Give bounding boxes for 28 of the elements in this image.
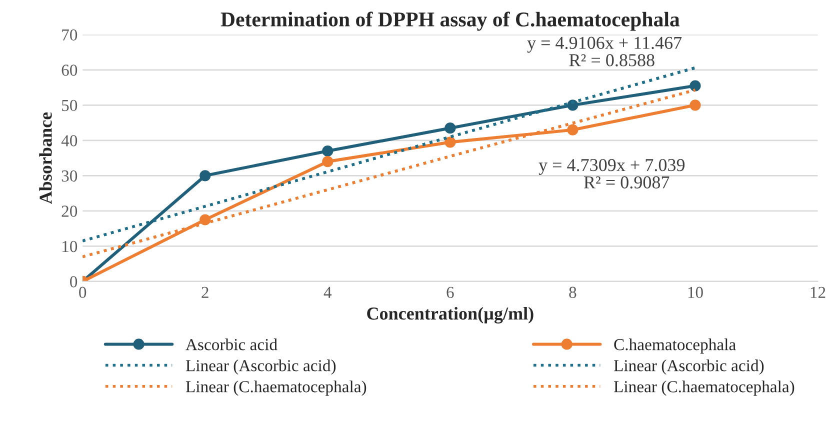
x-tick-label: 10 bbox=[688, 286, 703, 298]
y-tick-label: 40 bbox=[61, 135, 78, 146]
x-axis-title: Concentration(µg/ml) bbox=[367, 306, 534, 324]
legend-label: Linear (Ascorbic acid) bbox=[614, 360, 764, 375]
legend-label: Linear (C.haematocephala) bbox=[186, 380, 366, 396]
x-tick-label: 0 bbox=[79, 286, 86, 298]
y-tick-label: 70 bbox=[62, 29, 78, 41]
legend-label: Ascorbic acid bbox=[186, 338, 278, 350]
y-axis-title: Absorbance bbox=[39, 112, 52, 204]
x-tick-label: 4 bbox=[324, 286, 332, 298]
annotation: R² = 0.9087 bbox=[584, 176, 670, 189]
legend-label: Linear (C.haematocephala) bbox=[614, 380, 794, 396]
x-tick-label: 2 bbox=[202, 286, 208, 298]
x-tick-label: 8 bbox=[569, 286, 576, 298]
x-tick-label: 6 bbox=[446, 286, 454, 298]
y-tick-label: 0 bbox=[70, 276, 78, 288]
x-tick-label: 12 bbox=[810, 286, 826, 298]
legend-label: Linear (Ascorbic acid) bbox=[186, 360, 336, 375]
y-tick-label: 30 bbox=[62, 170, 78, 182]
annotation: y = 4.7309x + 7.039 bbox=[538, 158, 685, 175]
annotation: R² = 0.8588 bbox=[569, 54, 654, 66]
y-tick-label: 60 bbox=[62, 64, 78, 76]
annotation: y = 4.9106x + 11.467 bbox=[527, 36, 682, 53]
y-tick-label: 50 bbox=[62, 100, 78, 112]
y-tick-label: 10 bbox=[62, 240, 78, 252]
chart-title: Determination of DPPH assay of C.haematocephala bbox=[220, 12, 680, 31]
y-tick-label: 20 bbox=[62, 206, 78, 217]
legend-label: C.haematocephala bbox=[614, 338, 736, 354]
